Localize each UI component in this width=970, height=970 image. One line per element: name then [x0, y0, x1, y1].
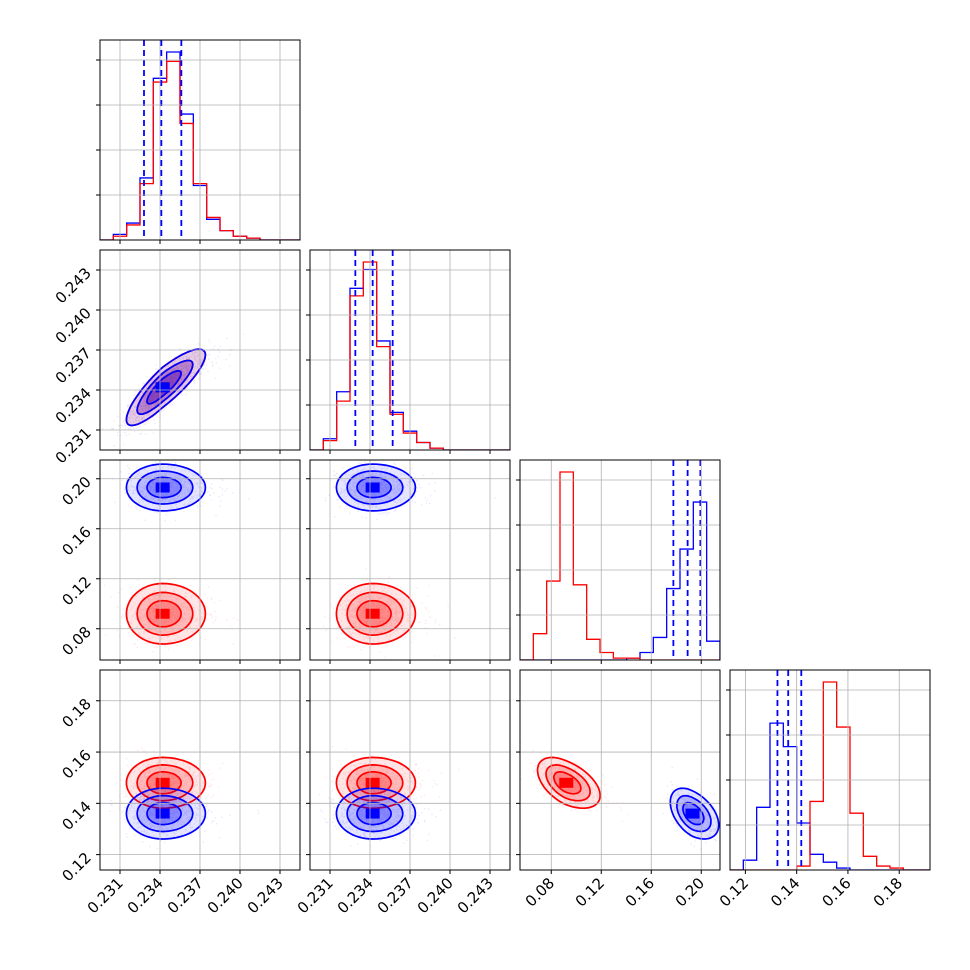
- panel-frame: [519, 459, 721, 661]
- scatter-points: [520, 742, 720, 850]
- panel-frame: [309, 249, 511, 451]
- panel-0-0: [96, 39, 301, 244]
- scatter-red: [104, 577, 239, 653]
- tick-label-x: 0.08: [522, 874, 558, 910]
- histogram-red: [730, 681, 930, 870]
- density-contours: [536, 756, 720, 840]
- scatter-points: [102, 333, 245, 447]
- density-peak-blue: [155, 808, 170, 819]
- scatter-blue: [662, 766, 720, 850]
- tick-label-x: 0.243: [454, 874, 497, 917]
- panel-2-1: [306, 459, 511, 664]
- panel-2-2: [516, 459, 721, 664]
- panel-2-0: 0.08 0.12 0.16 0.20: [58, 459, 301, 664]
- panel-frame: [99, 669, 301, 871]
- tick-label-x: 0.234: [124, 874, 167, 917]
- panel-3-2: 0.08 0.12 0.16 0.20: [516, 669, 721, 910]
- density-peak-blue: [365, 482, 380, 493]
- scatter-points: [318, 746, 460, 847]
- panel-frame: [99, 249, 301, 451]
- tick-label-x: 0.240: [414, 874, 457, 917]
- histogram-red: [310, 261, 510, 450]
- tick-label-y: 0.243: [52, 264, 95, 307]
- scatter-blue: [111, 461, 250, 522]
- histogram-blue: [520, 501, 720, 660]
- panel-background: [520, 460, 720, 660]
- panel-frame: [729, 669, 931, 871]
- tick-label-y: 0.12: [58, 849, 94, 885]
- tick-label-x: 0.231: [294, 874, 337, 917]
- tick-label-y: 0.16: [58, 746, 94, 782]
- tick-label-x: 0.234: [334, 874, 377, 917]
- tick-label-x: 0.20: [672, 874, 708, 910]
- tick-label-y: 0.08: [58, 623, 94, 659]
- panel-3-3: 0.12 0.14 0.16 0.18: [716, 669, 931, 910]
- tick-label-y: 0.234: [52, 384, 95, 427]
- tick-label-y: 0.237: [52, 344, 95, 387]
- tick-label-y: 0.231: [52, 424, 95, 467]
- density-peak-red: [365, 608, 380, 619]
- tick-label-y: 0.20: [58, 473, 94, 509]
- density-peak-red: [155, 777, 170, 788]
- tick-label-x: 0.12: [716, 874, 752, 910]
- scatter-red: [318, 746, 460, 818]
- density-peak-blue: [365, 808, 380, 819]
- scatter-blue: [109, 775, 260, 849]
- tick-label-x: 0.18: [870, 874, 906, 910]
- density-contours: [125, 756, 207, 840]
- tick-label-x: 0.14: [767, 874, 803, 910]
- tick-label-y: 0.18: [58, 695, 94, 731]
- tick-label-y: 0.16: [58, 523, 94, 559]
- tick-label-x: 0.231: [84, 874, 127, 917]
- density-peak-blue: [155, 482, 170, 493]
- density-peak-blue: [685, 808, 700, 819]
- scatter-red: [520, 742, 629, 823]
- panel-frame: [99, 459, 301, 661]
- tick-label-x: 0.16: [622, 874, 658, 910]
- scatter-red: [102, 333, 245, 446]
- density-peak-red: [155, 608, 170, 619]
- histogram-red: [520, 471, 720, 660]
- density-contours: [125, 348, 207, 427]
- panel-frame: [309, 669, 511, 871]
- scatter-blue: [320, 764, 441, 847]
- density-peak-blue: [155, 382, 170, 393]
- panel-background: [730, 670, 930, 870]
- tick-label-x: 0.237: [164, 874, 207, 917]
- histogram-red: [100, 60, 300, 240]
- panel-frame: [99, 39, 301, 241]
- scatter-points: [104, 461, 250, 653]
- density-peak-red: [559, 777, 574, 788]
- panel-1-1: [306, 249, 511, 454]
- tick-label-y: 0.14: [58, 797, 94, 833]
- tick-label-x: 0.12: [572, 874, 608, 910]
- tick-label-y: 0.240: [52, 304, 95, 347]
- panel-background: [520, 670, 720, 870]
- density-peak-red: [365, 777, 380, 788]
- panel-frame: [309, 459, 511, 661]
- histogram-blue: [310, 268, 510, 450]
- tick-label-x: 0.243: [244, 874, 287, 917]
- tick-label-x: 0.240: [204, 874, 247, 917]
- tick-label-x: 0.237: [374, 874, 417, 917]
- panel-frame: [519, 669, 721, 871]
- tick-label-y: 0.12: [58, 573, 94, 609]
- density-contours: [125, 463, 207, 645]
- tick-label-x: 0.16: [818, 874, 854, 910]
- density-contours: [335, 756, 417, 840]
